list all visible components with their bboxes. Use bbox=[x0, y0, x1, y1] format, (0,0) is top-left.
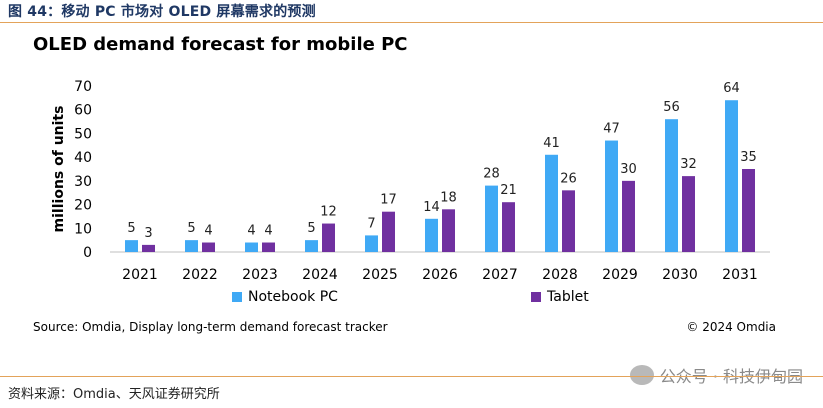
x-tick-label-2022: 2022 bbox=[182, 267, 218, 283]
y-tick-label-4: 40 bbox=[74, 150, 92, 166]
chart-title: OLED demand forecast for mobile PC bbox=[33, 34, 408, 55]
data-label-notebook-2023: 4 bbox=[247, 224, 255, 239]
data-label-notebook-2024: 5 bbox=[307, 221, 315, 236]
legend-tablet: Tablet bbox=[531, 289, 589, 305]
legend-tablet-swatch bbox=[531, 292, 541, 302]
data-label-tablet-2028: 26 bbox=[560, 171, 577, 186]
data-label-tablet-2031: 35 bbox=[740, 150, 757, 165]
data-label-tablet-2027: 21 bbox=[500, 183, 517, 198]
bar-tablet-2028 bbox=[562, 190, 575, 252]
bar-tablet-2027 bbox=[502, 202, 515, 252]
x-tick-label-2024: 2024 bbox=[302, 267, 338, 283]
bar-tablet-2022 bbox=[202, 242, 215, 252]
data-label-notebook-2031: 64 bbox=[723, 81, 740, 96]
data-label-tablet-2024: 12 bbox=[320, 205, 337, 220]
data-label-tablet-2022: 4 bbox=[204, 224, 212, 239]
x-tick-label-2029: 2029 bbox=[602, 267, 638, 283]
y-tick-label-7: 70 bbox=[74, 79, 92, 95]
watermark-text: 公众号 · 科技伊甸园 bbox=[659, 367, 803, 386]
data-label-tablet-2023: 4 bbox=[264, 224, 272, 239]
y-tick-label-6: 60 bbox=[74, 103, 92, 119]
x-tick-label-2023: 2023 bbox=[242, 267, 278, 283]
bar-tablet-2025 bbox=[382, 211, 395, 252]
y-axis-title: millions of units bbox=[51, 106, 67, 233]
y-tick-label-5: 50 bbox=[74, 126, 92, 142]
legend-notebook: Notebook PC bbox=[232, 289, 338, 305]
data-label-notebook-2021: 5 bbox=[127, 221, 135, 236]
wechat-icon bbox=[629, 365, 654, 385]
bar-notebook-2031 bbox=[725, 100, 738, 252]
bar-notebook-2024 bbox=[305, 240, 318, 252]
y-tick-label-3: 30 bbox=[74, 174, 92, 190]
bar-notebook-2025 bbox=[365, 235, 378, 252]
data-label-tablet-2030: 32 bbox=[680, 157, 697, 172]
data-label-notebook-2030: 56 bbox=[663, 100, 680, 115]
copyright-note: © 2024 Omdia bbox=[686, 320, 776, 334]
x-tick-label-2026: 2026 bbox=[422, 267, 458, 283]
bar-notebook-2026 bbox=[425, 218, 438, 252]
data-label-notebook-2027: 28 bbox=[483, 167, 500, 182]
bar-notebook-2023 bbox=[245, 242, 258, 252]
bar-tablet-2023 bbox=[262, 242, 275, 252]
bar-notebook-2027 bbox=[485, 185, 498, 252]
x-tick-label-2031: 2031 bbox=[722, 267, 758, 283]
figure-caption: 图 44：移动 PC 市场对 OLED 屏幕需求的预测 bbox=[8, 4, 316, 20]
data-label-notebook-2025: 7 bbox=[367, 216, 375, 231]
top-divider bbox=[0, 22, 823, 23]
legend-notebook-label: Notebook PC bbox=[248, 289, 338, 305]
y-tick-label-1: 10 bbox=[74, 221, 92, 237]
watermark: 公众号 · 科技伊甸园 bbox=[629, 363, 803, 387]
source-line: 资料来源：Omdia、天风证券研究所 bbox=[8, 387, 220, 402]
y-tick-label-2: 20 bbox=[74, 198, 92, 214]
bar-tablet-2031 bbox=[742, 169, 755, 252]
y-tick-label-0: 0 bbox=[83, 245, 92, 261]
x-tick-label-2030: 2030 bbox=[662, 267, 698, 283]
bar-notebook-2022 bbox=[185, 240, 198, 252]
x-tick-label-2025: 2025 bbox=[362, 267, 398, 283]
data-label-notebook-2028: 41 bbox=[543, 136, 560, 151]
chart-source-note: Source: Omdia, Display long-term demand … bbox=[33, 320, 388, 334]
legend-notebook-swatch bbox=[232, 292, 242, 302]
x-tick-label-2021: 2021 bbox=[122, 267, 158, 283]
data-label-notebook-2026: 14 bbox=[423, 200, 440, 215]
bar-notebook-2021 bbox=[125, 240, 138, 252]
data-label-tablet-2029: 30 bbox=[620, 162, 637, 177]
legend-tablet-label: Tablet bbox=[547, 289, 589, 305]
bar-tablet-2026 bbox=[442, 209, 455, 252]
bar-tablet-2024 bbox=[322, 223, 335, 252]
bottom-divider bbox=[0, 376, 823, 377]
x-tick-label-2027: 2027 bbox=[482, 267, 518, 283]
bar-notebook-2030 bbox=[665, 119, 678, 252]
data-label-notebook-2022: 5 bbox=[187, 221, 195, 236]
bar-notebook-2029 bbox=[605, 140, 618, 252]
data-label-tablet-2026: 18 bbox=[440, 190, 457, 205]
x-tick-label-2028: 2028 bbox=[542, 267, 578, 283]
bar-tablet-2029 bbox=[622, 180, 635, 252]
data-label-notebook-2029: 47 bbox=[603, 122, 620, 137]
data-label-tablet-2021: 3 bbox=[144, 226, 152, 241]
bar-notebook-2028 bbox=[545, 154, 558, 252]
bar-tablet-2021 bbox=[142, 244, 155, 252]
bar-tablet-2030 bbox=[682, 176, 695, 252]
data-label-tablet-2025: 17 bbox=[380, 193, 397, 208]
